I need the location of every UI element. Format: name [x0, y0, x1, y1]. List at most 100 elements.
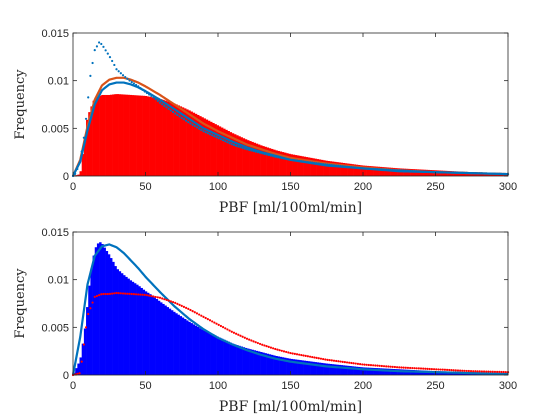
bottom-y-tick-label: 0.01: [48, 275, 69, 287]
bottom-x-tick-label: 100: [209, 380, 227, 392]
bottom-dotted-point: [446, 368, 449, 371]
top-dotted-point: [432, 171, 436, 174]
top-dotted-point: [278, 156, 281, 159]
top-histogram-bar: [357, 164, 361, 176]
bottom-histogram-bar: [83, 328, 87, 375]
top-dotted-point: [300, 160, 303, 163]
top-dotted-point: [80, 150, 83, 153]
top-histogram-bar: [149, 96, 152, 176]
bottom-histogram-bar: [216, 336, 220, 375]
top-dotted-point: [339, 164, 342, 168]
top-dotted-point: [263, 152, 266, 155]
bottom-dotted-point: [302, 354, 305, 357]
top-dotted-point: [480, 172, 483, 175]
bottom-dotted-point: [400, 366, 403, 369]
bottom-dotted-point: [369, 364, 373, 367]
top-dotted-point: [102, 45, 105, 48]
top-dotted-point: [482, 172, 486, 175]
bottom-dotted-point: [128, 292, 131, 295]
top-dotted-point: [293, 159, 296, 162]
bottom-dotted-point: [372, 364, 375, 367]
top-histogram-bar: [242, 138, 246, 176]
bottom-histogram-bar: [146, 292, 150, 375]
top-dotted-point: [354, 166, 357, 169]
bottom-histogram-bar: [133, 283, 137, 375]
top-dotted-point: [204, 131, 207, 134]
top-histogram-bar: [294, 155, 298, 176]
top-dotted-point: [285, 157, 288, 161]
top-histogram-bar: [331, 161, 335, 176]
top-dotted-point: [291, 158, 294, 162]
top-histogram-bar: [92, 100, 96, 176]
bottom-histogram-bar: [310, 361, 313, 375]
bottom-dotted-point: [102, 292, 105, 296]
top-histogram-bar: [83, 136, 87, 176]
bottom-histogram-bar: [253, 350, 256, 375]
bottom-dotted-point: [111, 292, 114, 295]
top-histogram-bar: [301, 156, 304, 176]
bottom-histogram-bar: [255, 350, 259, 375]
top-dotted-point: [465, 171, 468, 175]
bottom-dotted-point: [176, 302, 179, 305]
top-histogram-bar: [146, 96, 150, 176]
bottom-y-tick-label: 0: [63, 370, 69, 382]
top-dotted-point: [359, 166, 362, 170]
bottom-dotted-point: [165, 298, 168, 302]
bottom-histogram-bar: [153, 297, 156, 375]
bottom-dotted-point: [380, 364, 383, 368]
top-dotted-point: [498, 172, 501, 175]
bottom-histogram-bar: [170, 310, 174, 375]
bottom-histogram-bar: [388, 368, 391, 375]
top-histogram-bar: [303, 156, 307, 176]
bottom-dotted-point: [378, 364, 381, 367]
top-dotted-point: [335, 164, 338, 167]
top-histogram-bar: [288, 153, 291, 176]
top-histogram-bar: [151, 97, 154, 176]
bottom-dotted-point: [300, 353, 303, 357]
bottom-histogram-bar: [373, 367, 376, 375]
bottom-histogram-bar: [249, 349, 252, 375]
bottom-histogram-bar: [114, 266, 117, 375]
bottom-histogram-bar: [210, 333, 213, 375]
top-histogram-bar: [373, 166, 376, 176]
bottom-histogram-bar: [320, 362, 324, 375]
top-dotted-point: [89, 74, 92, 77]
bottom-dotted-point: [272, 347, 275, 350]
bottom-dotted-point: [454, 369, 457, 372]
bottom-histogram-bar: [344, 365, 348, 375]
bottom-dotted-point: [324, 358, 327, 361]
bottom-dotted-point: [417, 367, 420, 370]
top-dotted-point: [341, 165, 344, 168]
top-histogram-bar: [336, 162, 339, 176]
top-histogram-bar: [379, 166, 383, 176]
top-dotted-point: [376, 168, 379, 171]
bottom-x-axis-label: PBF [ml/100ml/min]: [219, 399, 362, 415]
bottom-dotted-point: [319, 357, 323, 360]
top-dotted-point: [74, 172, 77, 175]
top-histogram-bar: [107, 94, 111, 176]
top-histogram-bar: [142, 95, 146, 176]
top-dotted-point: [391, 168, 394, 172]
top-histogram-bar: [355, 164, 359, 176]
bottom-histogram-bar: [88, 285, 91, 376]
top-dotted-point: [348, 165, 351, 169]
top-histogram-bar: [347, 163, 350, 176]
bottom-histogram-bar: [223, 339, 226, 375]
bottom-dotted-point: [280, 349, 283, 352]
top-dotted-point: [237, 145, 240, 148]
top-dotted-point: [226, 141, 229, 144]
top-dotted-point: [485, 172, 488, 175]
top-dotted-point: [137, 85, 140, 88]
top-axes: 0 50 100 150 200 250 300 0 0.005 0.01 0.015: [41, 28, 517, 193]
bottom-y-tick-label: 0.005: [41, 322, 69, 334]
bottom-dotted-point: [282, 350, 286, 353]
top-dotted-point: [245, 148, 249, 151]
bottom-dotted-point: [206, 318, 209, 321]
bottom-dotted-point: [337, 360, 340, 363]
bottom-dotted-point: [274, 347, 277, 351]
top-dotted-point: [478, 172, 481, 175]
bottom-dotted-point: [415, 367, 418, 370]
bottom-histogram-bar: [101, 244, 104, 375]
top-histogram-bar: [186, 109, 189, 176]
